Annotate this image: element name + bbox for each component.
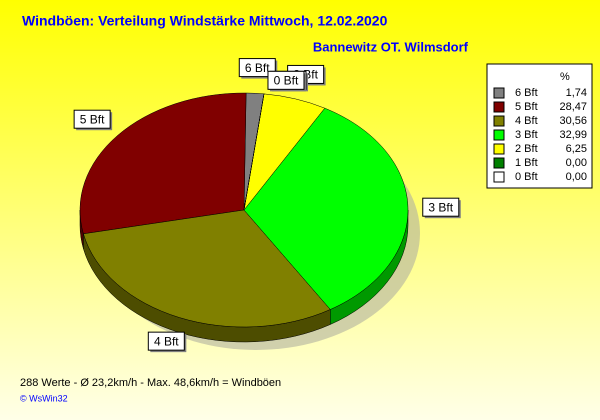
- legend-swatch: [493, 171, 505, 183]
- label-text: 3 Bft: [428, 200, 453, 214]
- legend-value: 0,00: [566, 171, 587, 183]
- legend-swatch: [493, 115, 505, 127]
- label-box: [147, 331, 185, 351]
- legend-label: 1 Bft: [515, 157, 538, 169]
- legend-value: 1,74: [566, 87, 587, 99]
- label-box: [422, 197, 460, 217]
- slice-label: 6 Bft: [238, 58, 278, 79]
- legend-value: 30,56: [559, 115, 587, 127]
- legend-value: 6,25: [566, 143, 587, 155]
- label-text: 4 Bft: [154, 334, 179, 348]
- legend-value: 32,99: [559, 129, 587, 141]
- legend-label: 5 Bft: [515, 101, 538, 113]
- slice-label: 4 Bft: [147, 331, 187, 353]
- pie-slice: [83, 209, 331, 328]
- label-text: 0 Bft: [274, 73, 299, 87]
- legend-value: 0,00: [566, 157, 587, 169]
- slice-label: 5 Bft: [73, 109, 113, 131]
- footer: 288 Werte - Ø 23,2km/h - Max. 48,6km/h =…: [20, 377, 281, 389]
- label-box: [73, 109, 111, 129]
- label-text: 5 Bft: [80, 112, 105, 126]
- label-box: [238, 58, 276, 78]
- chart-title: Windböen: Verteilung Windstärke Mittwoch…: [22, 13, 388, 29]
- legend-label: 2 Bft: [515, 143, 538, 155]
- pie-slice: [243, 93, 326, 211]
- legend-header: %: [560, 71, 570, 83]
- legend-swatch: [493, 143, 505, 155]
- chart-subtitle: Bannewitz OT. Wilmsdorf: [313, 39, 469, 54]
- slice-label: 3 Bft: [422, 197, 461, 219]
- label-box: [267, 70, 305, 90]
- credit: © WsWin32: [20, 393, 68, 403]
- legend-label: 3 Bft: [515, 129, 538, 141]
- legend-label: 4 Bft: [515, 115, 538, 127]
- legend-value: 28,47: [559, 101, 587, 113]
- legend-label: 6 Bft: [515, 87, 538, 99]
- slice-label: 0 Bft: [267, 70, 306, 92]
- legend-swatch: [493, 101, 505, 113]
- legend-swatch: [493, 129, 505, 141]
- label-text: 6 Bft: [245, 61, 270, 75]
- legend-swatch: [493, 87, 505, 99]
- legend-swatch: [493, 157, 505, 169]
- legend-label: 0 Bft: [515, 171, 538, 183]
- pie-slice: [79, 92, 247, 235]
